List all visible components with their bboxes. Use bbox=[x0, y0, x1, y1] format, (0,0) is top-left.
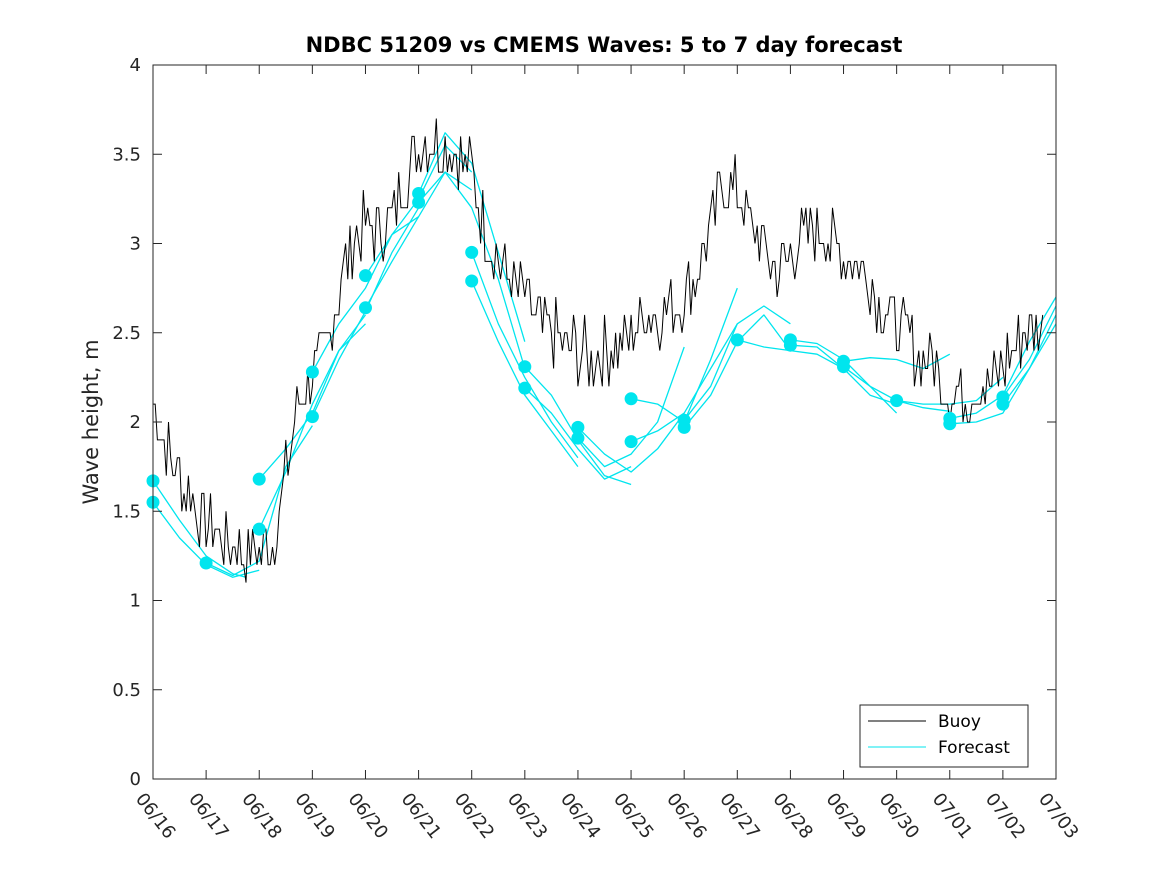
forecast-point bbox=[359, 269, 372, 283]
buoy-series bbox=[153, 118, 1044, 583]
buoy-line bbox=[153, 118, 1044, 583]
forecast-run-line bbox=[471, 252, 579, 459]
x-tick-label: 06/20 bbox=[344, 789, 392, 843]
x-tick-label: 06/17 bbox=[184, 789, 232, 843]
x-tick-label: 06/30 bbox=[875, 789, 923, 843]
y-tick-label: 2 bbox=[130, 412, 141, 433]
forecast-point bbox=[252, 522, 266, 536]
forecast-point bbox=[677, 420, 691, 434]
forecast-point bbox=[465, 245, 479, 259]
forecast-run-line bbox=[418, 132, 526, 342]
x-tick-label: 06/24 bbox=[556, 789, 604, 843]
forecast-point bbox=[199, 556, 213, 570]
legend-box bbox=[859, 704, 1029, 768]
x-tick-label: 06/19 bbox=[290, 789, 338, 843]
x-tick-label: 06/22 bbox=[450, 789, 498, 843]
forecast-run-line bbox=[152, 480, 247, 578]
forecast-point bbox=[305, 365, 319, 379]
forecast-run-line bbox=[471, 280, 579, 467]
legend-buoy-label: Buoy bbox=[938, 712, 981, 732]
forecast-run-line bbox=[311, 216, 419, 373]
forecast-point bbox=[624, 435, 638, 449]
forecast-point bbox=[305, 410, 319, 424]
x-tick-label: 06/26 bbox=[662, 789, 710, 843]
forecast-point bbox=[571, 420, 585, 434]
chart-title: NDBC 51209 vs CMEMS Waves: 5 to 7 day fo… bbox=[306, 33, 903, 57]
y-tick-label: 2.5 bbox=[112, 323, 141, 344]
forecast-point bbox=[943, 417, 957, 431]
x-tick-label: 06/28 bbox=[768, 789, 816, 843]
forecast-run-line bbox=[896, 376, 1004, 405]
forecast-run-line bbox=[1002, 305, 1057, 398]
forecast-point bbox=[837, 360, 850, 374]
x-tick-label: 06/16 bbox=[131, 789, 179, 843]
forecast-point bbox=[890, 394, 904, 408]
forecast-point bbox=[996, 397, 1010, 411]
forecast-run-line bbox=[683, 305, 791, 421]
forecast-point bbox=[465, 274, 479, 288]
x-tick-label: 06/25 bbox=[609, 789, 657, 843]
forecast-point bbox=[518, 360, 532, 374]
forecast-run-line bbox=[630, 323, 738, 443]
forecast-markers bbox=[146, 187, 1010, 570]
y-tick-label: 0.5 bbox=[112, 680, 141, 701]
legend: Buoy Forecast bbox=[859, 704, 1029, 768]
y-tick-label: 4 bbox=[130, 55, 141, 76]
forecast-run-line bbox=[577, 412, 685, 473]
forecast-run-line bbox=[418, 171, 526, 369]
x-tick-label: 06/18 bbox=[237, 789, 285, 843]
forecast-run-line bbox=[577, 346, 685, 468]
y-tick-label: 1.5 bbox=[112, 501, 141, 522]
forecast-point bbox=[359, 301, 372, 315]
forecast-point bbox=[412, 195, 426, 209]
y-tick-label: 1 bbox=[130, 591, 141, 612]
forecast-run-line bbox=[205, 425, 313, 577]
x-tick-label: 06/27 bbox=[715, 789, 763, 843]
forecast-point bbox=[730, 333, 744, 347]
forecast-point bbox=[783, 338, 797, 352]
forecast-run-line bbox=[1002, 323, 1057, 405]
forecast-point bbox=[412, 187, 426, 200]
forecast-run-line bbox=[524, 387, 632, 480]
plot-area bbox=[153, 65, 1056, 779]
x-tick-label: 07/01 bbox=[928, 789, 976, 843]
x-tick-label: 07/02 bbox=[981, 789, 1029, 843]
x-tick-label: 06/21 bbox=[397, 789, 445, 843]
forecast-run-line bbox=[364, 171, 473, 309]
x-tick-label: 07/03 bbox=[1034, 789, 1082, 843]
forecast-point bbox=[252, 472, 266, 486]
y-axis-label: Wave height, m bbox=[79, 339, 103, 504]
forecast-run-line bbox=[258, 314, 367, 530]
y-tick-label: 3 bbox=[130, 234, 141, 255]
y-axis: 0 0.5 1 1.5 2 2.5 3 3.5 4 bbox=[112, 55, 1056, 790]
forecast-point bbox=[518, 381, 532, 395]
forecast-point bbox=[571, 431, 585, 445]
forecast-point bbox=[624, 392, 638, 406]
forecast-run-line bbox=[843, 353, 951, 370]
y-tick-label: 3.5 bbox=[112, 144, 141, 165]
legend-forecast-label: Forecast bbox=[938, 738, 1010, 758]
x-tick-label: 06/23 bbox=[503, 789, 551, 843]
y-tick-label: 0 bbox=[130, 769, 141, 790]
x-tick-label: 06/29 bbox=[822, 789, 870, 843]
